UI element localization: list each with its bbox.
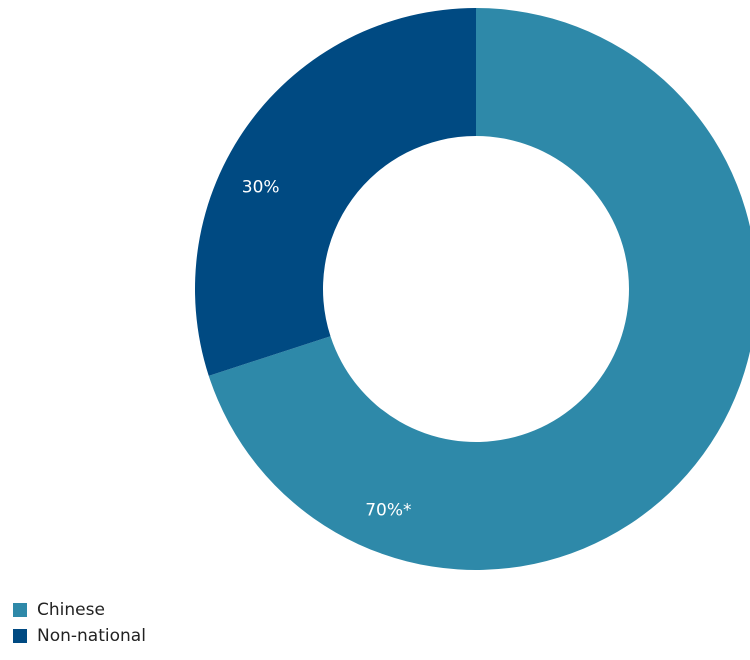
- legend-item-chinese: Chinese: [13, 597, 146, 623]
- legend-item-non-national: Non-national: [13, 623, 146, 649]
- donut-slice-labels: 70%* 30%: [242, 178, 412, 521]
- legend-swatch-non-national: [13, 629, 27, 643]
- legend-label-non-national: Non-national: [37, 626, 146, 646]
- donut-slices: [194, 8, 750, 570]
- donut-slice-chinese: [208, 8, 750, 570]
- donut-slice-non-national: [194, 8, 476, 376]
- chart-legend: Chinese Non-national: [13, 597, 146, 649]
- slice-label-chinese: 70%*: [365, 500, 411, 520]
- legend-swatch-chinese: [13, 603, 27, 617]
- slice-label-non-national: 30%: [242, 178, 280, 198]
- legend-label-chinese: Chinese: [37, 600, 105, 620]
